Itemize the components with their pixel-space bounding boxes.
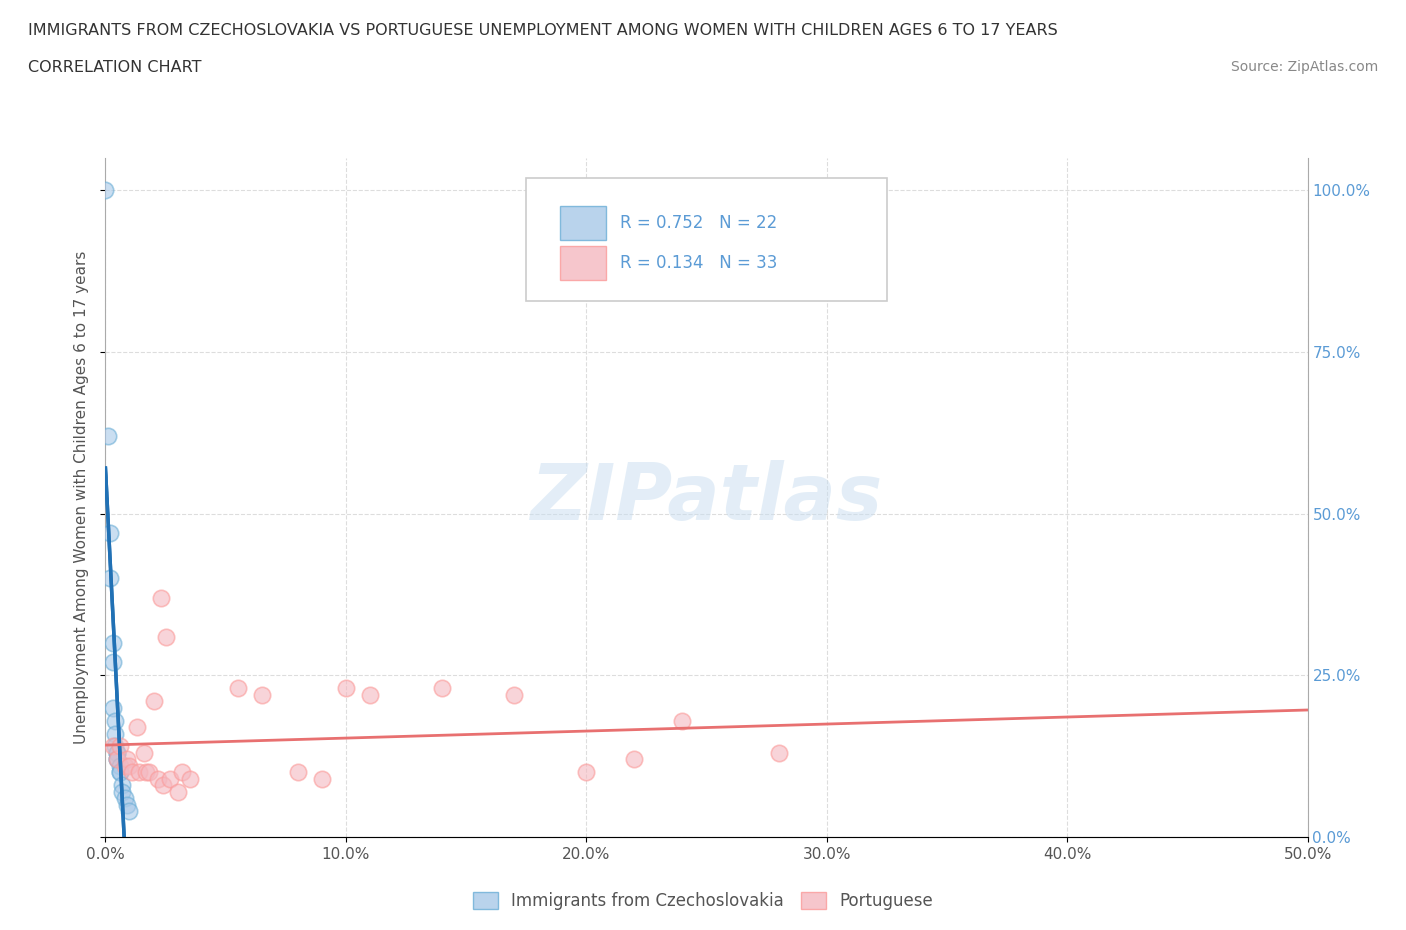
Point <box>121 764 143 779</box>
Text: CORRELATION CHART: CORRELATION CHART <box>28 60 201 75</box>
Point <box>108 759 131 774</box>
Point <box>671 713 693 728</box>
Point <box>430 681 453 696</box>
FancyBboxPatch shape <box>560 246 606 281</box>
Point <box>179 771 201 786</box>
Point <box>172 764 194 779</box>
Point <box>98 571 121 586</box>
Point <box>115 797 138 812</box>
Text: R = 0.134   N = 33: R = 0.134 N = 33 <box>620 255 778 272</box>
Point <box>98 525 121 540</box>
Point <box>125 720 148 735</box>
Point <box>132 746 155 761</box>
Text: ZIPatlas: ZIPatlas <box>530 459 883 536</box>
Point <box>101 635 124 650</box>
Point <box>768 746 790 761</box>
Point <box>128 764 150 779</box>
Point <box>148 771 170 786</box>
Point <box>104 726 127 741</box>
Point <box>104 713 127 728</box>
Point <box>97 429 120 444</box>
Point <box>152 777 174 792</box>
Point <box>623 752 645 767</box>
FancyBboxPatch shape <box>526 179 887 300</box>
Point <box>107 752 129 767</box>
Point <box>118 759 141 774</box>
Point <box>107 752 129 767</box>
Point <box>114 759 136 774</box>
Point <box>104 739 127 754</box>
Point <box>101 739 124 754</box>
Point <box>108 764 131 779</box>
Point <box>359 687 381 702</box>
FancyBboxPatch shape <box>560 206 606 240</box>
Point <box>107 752 129 767</box>
Point <box>101 700 124 715</box>
Point <box>142 694 165 709</box>
Point <box>226 681 249 696</box>
Point <box>115 752 138 767</box>
Point <box>575 764 598 779</box>
Point <box>107 746 129 761</box>
Point <box>250 687 273 702</box>
Y-axis label: Unemployment Among Women with Children Ages 6 to 17 years: Unemployment Among Women with Children A… <box>75 251 90 744</box>
Point <box>101 655 124 670</box>
Point <box>107 746 129 761</box>
Point <box>94 183 117 198</box>
Point <box>118 804 141 818</box>
Point <box>159 771 181 786</box>
Point <box>335 681 357 696</box>
Point <box>108 739 131 754</box>
Point <box>111 777 134 792</box>
Legend: Immigrants from Czechoslovakia, Portuguese: Immigrants from Czechoslovakia, Portugue… <box>467 885 939 917</box>
Text: IMMIGRANTS FROM CZECHOSLOVAKIA VS PORTUGUESE UNEMPLOYMENT AMONG WOMEN WITH CHILD: IMMIGRANTS FROM CZECHOSLOVAKIA VS PORTUG… <box>28 23 1057 38</box>
Point <box>114 790 136 805</box>
Text: R = 0.752   N = 22: R = 0.752 N = 22 <box>620 214 778 232</box>
Point <box>138 764 160 779</box>
Point <box>135 764 157 779</box>
Point <box>287 764 309 779</box>
Point <box>311 771 333 786</box>
Point <box>166 784 188 799</box>
Point <box>155 629 177 644</box>
Text: Source: ZipAtlas.com: Source: ZipAtlas.com <box>1230 60 1378 74</box>
Point <box>149 591 172 605</box>
Point <box>108 764 131 779</box>
Point <box>503 687 526 702</box>
Point <box>111 784 134 799</box>
